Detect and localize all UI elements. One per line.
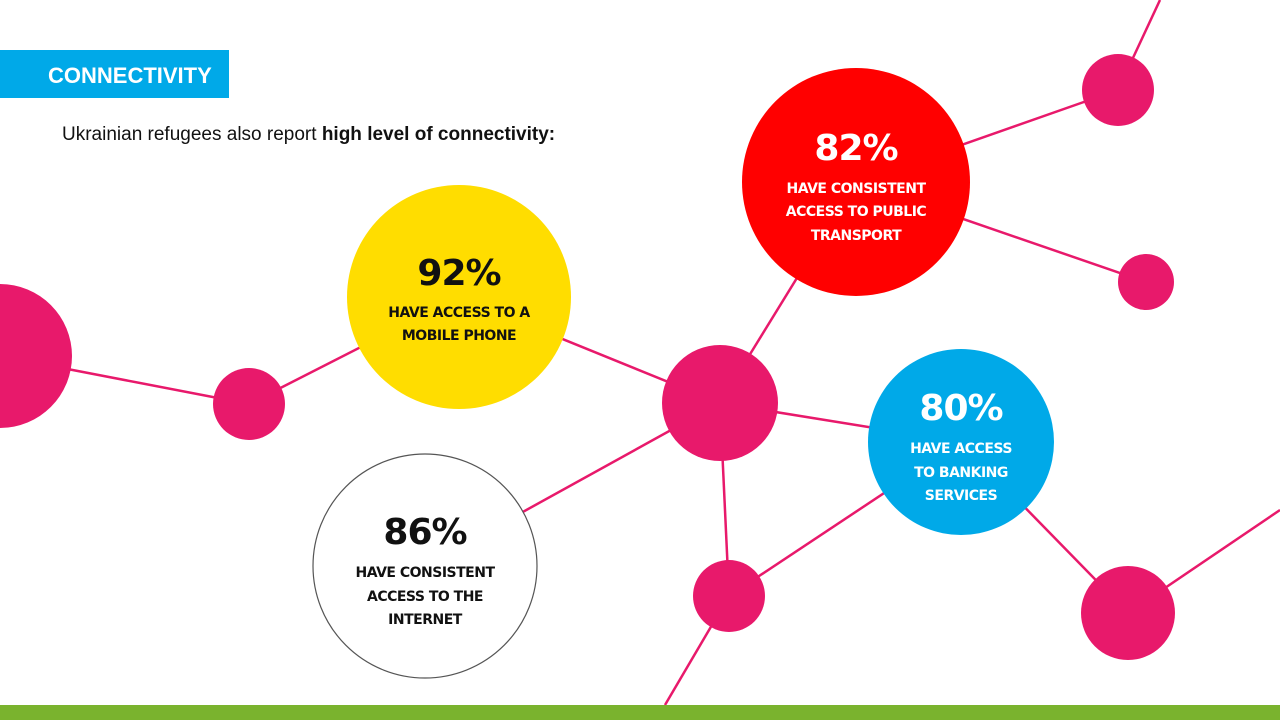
stat-label: MOBILE PHONE [402,328,516,344]
stat-label: TO BANKING [914,465,1008,481]
stat-circle [312,453,538,679]
stat-value: 80% [919,388,1002,429]
stat-circle [742,68,970,296]
stat-label: HAVE ACCESS TO A [388,305,530,321]
stat: 92% HAVE ACCESS TO A MOBILE PHONE [388,253,531,344]
stat-value: 92% [417,253,500,294]
intro: Ukrainian refugees also report high leve… [62,124,555,145]
stat-circle [347,185,571,409]
stat-label: HAVE CONSISTENT [355,565,495,581]
stat-label: INTERNET [388,612,463,628]
footer-bar [0,705,1280,720]
stat-value: 86% [383,512,466,553]
header-bar [0,50,229,98]
stat: 80% HAVE ACCESS TO BANKING SERVICES [910,388,1013,504]
stat-label: HAVE ACCESS [910,441,1012,457]
stat-circle [868,349,1054,535]
stat-label: ACCESS TO PUBLIC [786,204,927,220]
stat-value: 82% [814,128,897,169]
header-title: CONNECTIVITY [48,63,212,88]
intro-emphasis: high level of connectivity: [322,124,555,145]
stat-label: ACCESS TO THE [367,589,483,605]
stat: 86% HAVE CONSISTENT ACCESS TO THE INTERN… [355,512,495,628]
network-nodes [0,54,1175,660]
stat-label: TRANSPORT [811,228,902,244]
intro-text: Ukrainian refugees also report [62,124,322,145]
stat: 82% HAVE CONSISTENT ACCESS TO PUBLIC TRA… [786,128,927,244]
stat-label: SERVICES [925,488,998,504]
stat-label: HAVE CONSISTENT [786,181,926,197]
